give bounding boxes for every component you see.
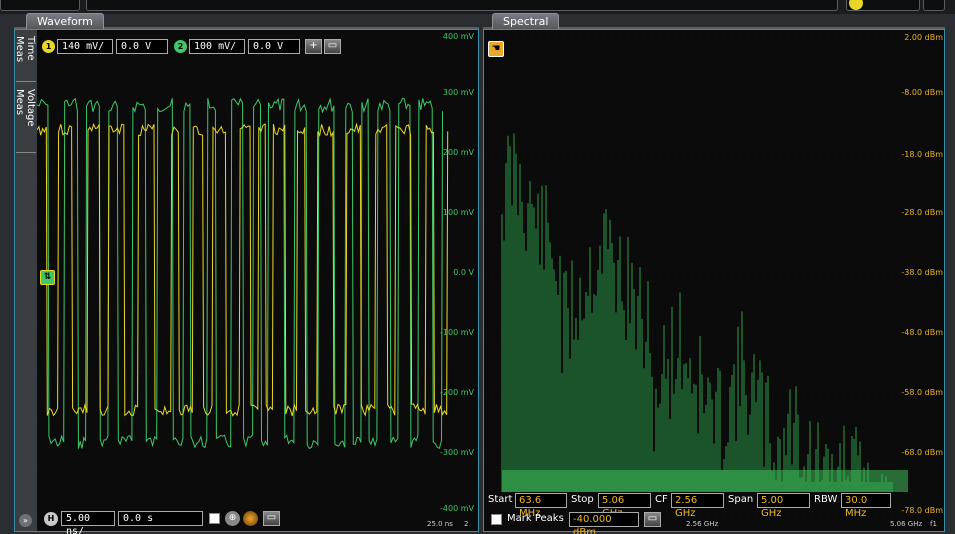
channel-1-indicator[interactable] [849, 0, 863, 10]
function-label: f1 [930, 520, 937, 528]
y-label: 100 mV [442, 208, 474, 217]
waveform-plot[interactable]: 1 140 mV/ 0.0 V 2 100 mV/ 0.0 V + ▭ ⇅ 40… [37, 30, 478, 534]
spectral-trace [484, 35, 908, 517]
top-toolbar-field[interactable] [86, 0, 838, 11]
stop-field[interactable]: 5.06 GHz [598, 493, 651, 519]
end-index-label: 2 [464, 520, 469, 528]
waveform-tabstrip [14, 27, 479, 29]
top-toolbar-field[interactable] [846, 0, 920, 11]
zoom-icon[interactable]: ⊕ [225, 511, 240, 526]
mark-peaks-label: Mark Peaks [507, 513, 564, 524]
waveform-traces [37, 35, 449, 517]
expand-arrow-icon[interactable]: » [19, 514, 32, 527]
channel-2-scale-field[interactable]: 100 mV/ [189, 39, 245, 54]
add-channel-button[interactable]: + [305, 39, 322, 54]
tab-waveform[interactable]: Waveform [26, 13, 104, 29]
marker-icon[interactable] [243, 511, 258, 526]
y-label: 2.00 dBm [904, 33, 943, 42]
rbw-label: RBW [814, 494, 838, 505]
mark-peaks-checkbox[interactable] [491, 514, 502, 525]
measurement-side-tabs: Time Meas Voltage Meas » [14, 30, 37, 531]
spectral-tabstrip [483, 27, 945, 29]
timebase-scale-field[interactable]: 5.00 ns/ [61, 511, 115, 534]
noise-floor [502, 470, 908, 492]
freq-center-label: 2.56 GHz [686, 520, 719, 528]
side-tab-time-meas[interactable]: Time Meas [14, 32, 36, 82]
side-tab-voltage-meas[interactable]: Voltage Meas [14, 85, 36, 153]
timebase-badge[interactable]: H [44, 512, 58, 526]
timebase-menu-button[interactable]: ▭ [263, 511, 280, 526]
top-toolbar-field[interactable] [923, 0, 945, 11]
waveform-pane: Time Meas Voltage Meas » 1 140 mV/ 0.0 V… [14, 29, 479, 534]
y-label: -78.0 dBm [901, 506, 943, 515]
start-label: Start [488, 494, 513, 505]
y-label: 400 mV [442, 32, 474, 41]
span-label: Span [728, 494, 754, 505]
y-label: -200 mV [440, 388, 474, 397]
span-field[interactable]: 5.00 GHz [757, 493, 810, 519]
cf-field[interactable]: 2.56 GHz [671, 493, 724, 519]
y-label: 200 mV [442, 148, 474, 157]
y-label: -8.00 dBm [901, 88, 943, 97]
y-label: 300 mV [442, 88, 474, 97]
y-label: -48.0 dBm [901, 328, 943, 337]
y-label: 0.0 V [453, 268, 474, 277]
channel-1-badge[interactable]: 1 [42, 40, 55, 53]
spectral-pane[interactable]: ☚ 2.00 dBm -8.00 dBm -18.0 dBm -28.0 dBm… [483, 29, 945, 534]
spectral-marker-icon[interactable]: ☚ [488, 41, 504, 57]
y-label: -68.0 dBm [901, 448, 943, 457]
waveform-trace [37, 122, 449, 417]
timebase-position-field[interactable]: 0.0 s [118, 511, 203, 526]
y-label: -400 mV [440, 504, 474, 513]
start-field[interactable]: 63.6 MHz [515, 493, 567, 519]
mark-peaks-menu-button[interactable]: ▭ [644, 512, 661, 527]
timebase-checkbox[interactable] [209, 513, 220, 524]
y-label: -38.0 dBm [901, 268, 943, 277]
y-label: -58.0 dBm [901, 388, 943, 397]
end-time-label: 25.0 ns [427, 520, 453, 528]
y-label: -300 mV [440, 448, 474, 457]
stop-label: Stop [571, 494, 594, 505]
y-label: -28.0 dBm [901, 208, 943, 217]
waveform-trace [37, 97, 443, 450]
y-label: -100 mV [440, 328, 474, 337]
channel-1-offset-field[interactable]: 0.0 V [116, 39, 168, 54]
right-edge [945, 29, 955, 532]
y-label: -18.0 dBm [901, 150, 943, 159]
left-edge [0, 29, 14, 534]
trigger-marker-icon[interactable]: ⇅ [40, 270, 55, 285]
channel-2-offset-field[interactable]: 0.0 V [248, 39, 300, 54]
channel-1-scale-field[interactable]: 140 mV/ [57, 39, 113, 54]
mark-peaks-threshold-field[interactable]: -40.000 dBm [569, 512, 639, 534]
tab-spectral[interactable]: Spectral [492, 13, 560, 29]
rbw-field[interactable]: 30.0 MHz [841, 493, 891, 519]
freq-end-label: 5.06 GHz [890, 520, 923, 528]
channel-2-badge[interactable]: 2 [174, 40, 187, 53]
cf-label: CF [655, 494, 668, 505]
top-toolbar-field[interactable] [0, 0, 80, 11]
top-toolbar [0, 0, 955, 14]
channel-menu-button[interactable]: ▭ [324, 39, 341, 54]
